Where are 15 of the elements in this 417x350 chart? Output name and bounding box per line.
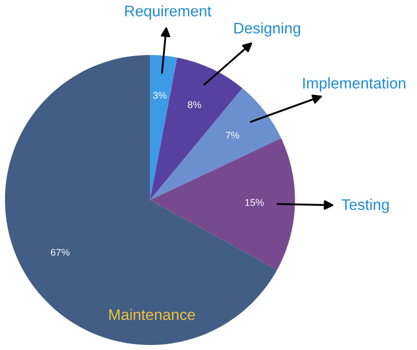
data-label: 67% [50, 248, 70, 256]
slice-label: Maintenance [109, 308, 195, 320]
pie-slice [150, 88, 282, 200]
slice-label: Requirement [125, 5, 212, 20]
slice-label: Testing [342, 198, 389, 214]
slice-label: Designing [234, 22, 300, 37]
data-label: 7% [226, 132, 240, 139]
pie-slice [150, 55, 178, 200]
slice-label: Implementation [303, 77, 406, 92]
data-label: 15% [245, 199, 264, 206]
pie-slice [150, 138, 295, 270]
pie-slice [150, 58, 242, 200]
data-label: 8% [188, 101, 202, 108]
data-label: 3% [153, 92, 167, 99]
pie-slice [5, 55, 278, 345]
